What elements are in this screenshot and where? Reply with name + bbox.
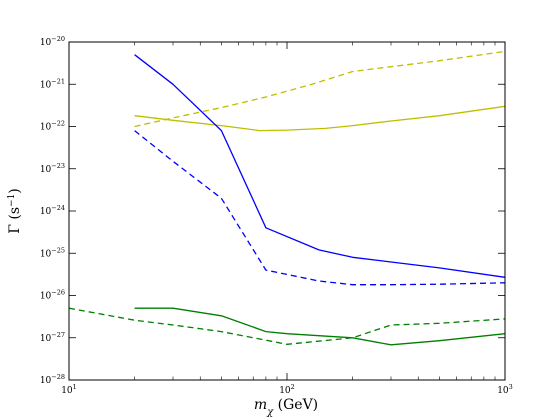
series-line (134, 130, 506, 286)
plot-frame (68, 41, 506, 381)
y-tick-label: 10−27 (40, 331, 65, 344)
y-tick-label: 10−26 (40, 289, 65, 302)
y-tick-label: 10−21 (40, 77, 65, 90)
y-axis-label: Γ (s−1) (7, 188, 23, 234)
series-line (68, 307, 506, 345)
series-line (134, 50, 506, 128)
x-axis-label: mχ (GeV) (254, 397, 318, 418)
series-line (134, 54, 506, 278)
series-layer (68, 50, 506, 346)
y-tick-label: 10−24 (40, 204, 65, 217)
y-tick-label: 10−22 (40, 120, 65, 133)
y-tick-label: 10−28 (40, 373, 65, 386)
y-tick-label: 10−20 (40, 35, 65, 48)
series-line (134, 307, 506, 346)
x-tick-label: 103 (497, 383, 513, 396)
x-tick-label: 101 (61, 383, 77, 396)
y-tick-label: 10−25 (40, 246, 65, 259)
ticks-layer: 101 102 103 10−28 10−27 10−26 10−25 10−24 10−23 1… (40, 35, 513, 396)
series-line (134, 105, 506, 132)
y-tick-label: 10−23 (40, 162, 65, 175)
x-tick-label: 102 (279, 383, 295, 396)
